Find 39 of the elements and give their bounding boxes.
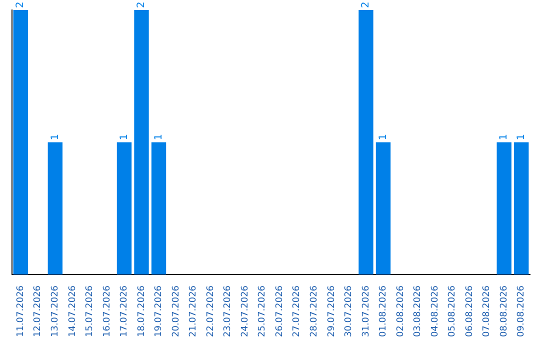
x-tick-label: 17.07.2026	[120, 285, 130, 337]
x-tick-label: 22.07.2026	[206, 285, 216, 337]
x-tick-label: 29.07.2026	[326, 285, 337, 337]
x-tick-label: 13.07.2026	[50, 285, 61, 337]
data-label: 1	[378, 134, 389, 140]
x-tick-label: 07.08.2026	[482, 285, 492, 337]
x-tick-label: 03.08.2026	[413, 285, 424, 337]
x-tick-label: 30.07.2026	[344, 285, 354, 337]
x-tick-label: 20.07.2026	[171, 285, 182, 337]
x-tick-label: 05.08.2026	[448, 285, 458, 337]
x-tick-label: 27.07.2026	[292, 285, 302, 337]
data-label: 1	[516, 134, 527, 140]
data-label: 1	[118, 134, 130, 140]
x-tick-label: 31.07.2026	[361, 285, 372, 337]
data-label: 2	[136, 2, 148, 8]
x-tick-label: 09.08.2026	[516, 285, 527, 337]
x-tick-label: 16.07.2026	[102, 285, 112, 337]
x-tick-label: 25.07.2026	[258, 285, 268, 337]
x-tick-label: 01.08.2026	[378, 285, 389, 337]
x-tick-label: 04.08.2026	[430, 285, 440, 337]
x-tick-label: 21.07.2026	[188, 285, 199, 337]
data-label: 2	[360, 2, 372, 8]
x-tick-label: 14.07.2026	[68, 285, 78, 337]
x-tick-label: 06.08.2026	[464, 285, 475, 337]
data-label: 1	[50, 134, 61, 140]
x-tick-label: 26.07.2026	[274, 285, 285, 337]
x-tick-label: 11.07.2026	[16, 285, 26, 337]
x-tick-label: 18.07.2026	[136, 285, 147, 337]
data-label: 1	[153, 134, 164, 140]
data-label: 1	[498, 134, 510, 140]
x-tick-label: 19.07.2026	[154, 285, 164, 337]
x-tick-label: 15.07.2026	[85, 285, 96, 337]
data-label: 2	[15, 2, 26, 8]
x-tick-label: 12.07.2026	[33, 285, 44, 337]
x-tick-label: 24.07.2026	[240, 285, 250, 337]
x-tick-label: 08.08.2026	[499, 285, 510, 337]
x-tick-label: 28.07.2026	[310, 285, 320, 337]
x-tick-label: 02.08.2026	[396, 285, 406, 337]
x-tick-label: 23.07.2026	[223, 285, 234, 337]
